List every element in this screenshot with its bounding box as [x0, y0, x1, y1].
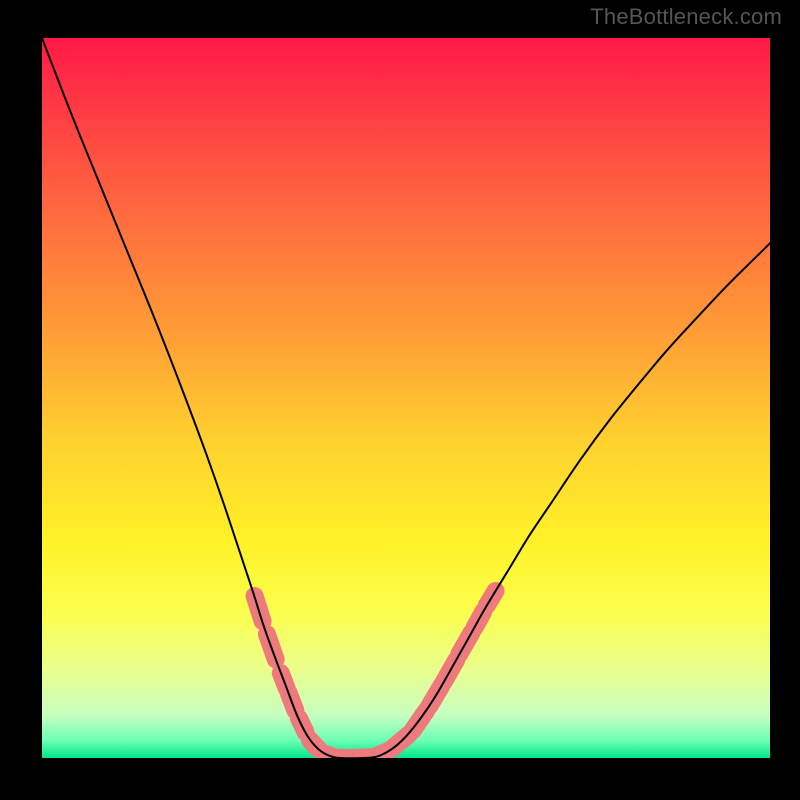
- plot-area: [42, 38, 770, 758]
- main-curve: [42, 38, 770, 758]
- watermark-text: TheBottleneck.com: [590, 4, 782, 30]
- chart-svg: [42, 38, 770, 758]
- stage: TheBottleneck.com: [0, 0, 800, 800]
- overlay-series: [255, 591, 496, 758]
